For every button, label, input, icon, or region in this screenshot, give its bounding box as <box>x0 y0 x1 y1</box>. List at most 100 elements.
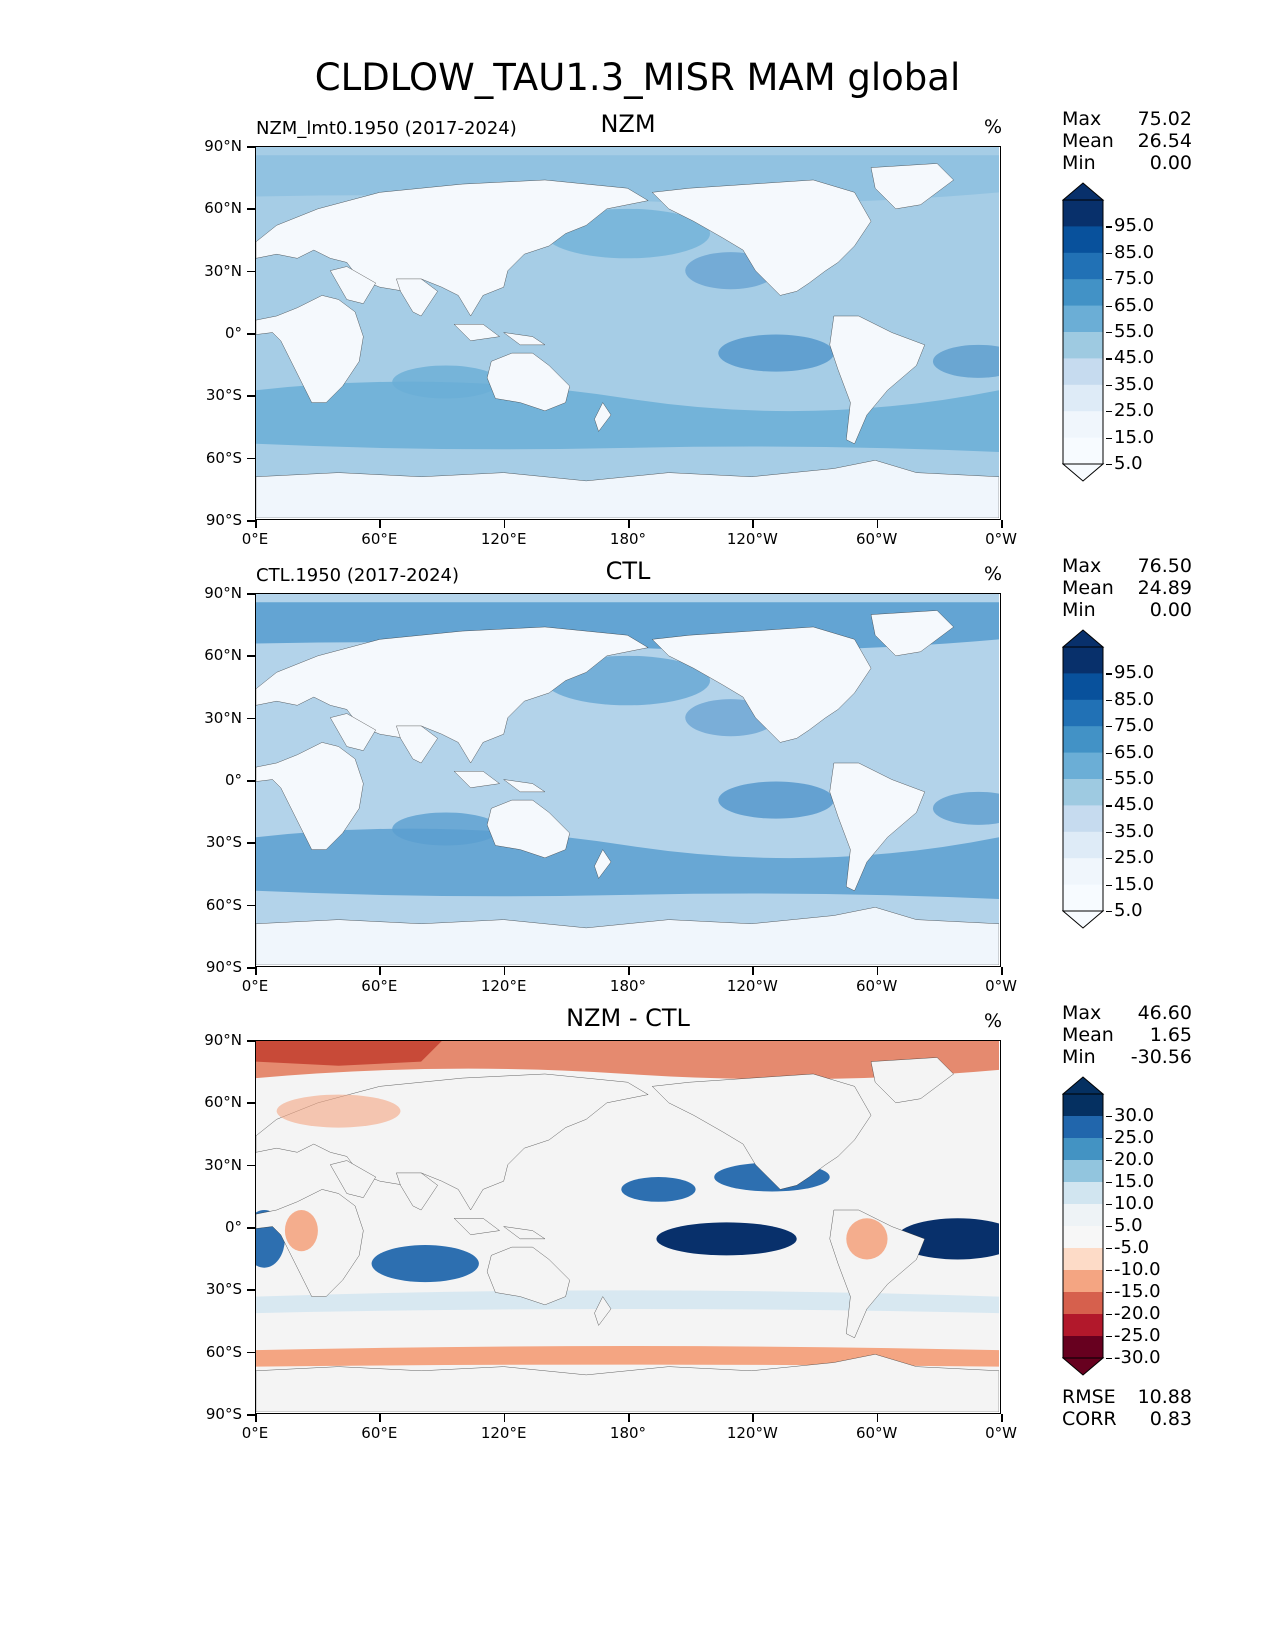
x-tick-mark <box>876 520 879 528</box>
southern-ocean-band <box>256 828 999 900</box>
panel-ctl: CTL.1950 (2017-2024) CTL% 90°N 60°N 30°N 0° 30… <box>0 555 1275 1015</box>
stat-label: Min <box>1062 599 1096 621</box>
colorbar-label: 15.0 <box>1114 873 1155 895</box>
stat-row: Min 0.00 <box>1062 152 1192 174</box>
colorbar <box>1062 1076 1106 1376</box>
x-tick-label: 0°E <box>241 1424 269 1442</box>
colorbar-segment <box>1063 279 1103 307</box>
colorbar-segment <box>1063 1248 1103 1271</box>
x-tick-label: 120°E <box>480 977 527 995</box>
colorbar-segment <box>1063 1116 1103 1139</box>
blue-anomaly-3 <box>656 1222 797 1256</box>
x-tick-mark <box>1001 520 1003 528</box>
stat-row: Min -30.56 <box>1062 1046 1192 1068</box>
metric-row: RMSE 10.88 <box>1062 1386 1192 1408</box>
stat-label: Min <box>1062 152 1096 174</box>
y-tick-mark <box>247 457 255 460</box>
panel-unit: % <box>983 1010 1002 1032</box>
stats-block: Max 46.60 Mean 1.65 Min -30.56 <box>1062 1002 1192 1068</box>
stat-label: Min <box>1062 1046 1096 1068</box>
stat-row: Max 46.60 <box>1062 1002 1192 1024</box>
metric-value: 0.83 <box>1149 1408 1192 1430</box>
x-tick-label: 60°W <box>855 1424 898 1442</box>
colorbar-extend-bottom <box>1062 1357 1105 1376</box>
continent-outline <box>504 1227 545 1239</box>
y-tick-mark <box>247 1040 255 1042</box>
figure-title: CLDLOW_TAU1.3_MISR MAM global <box>314 56 961 99</box>
continent-outline <box>487 800 570 858</box>
colorbar-outline <box>1062 199 1104 465</box>
stat-label: Mean <box>1062 577 1114 599</box>
stat-row: Mean 24.89 <box>1062 577 1192 599</box>
x-tick-label: 0°W <box>985 977 1017 995</box>
colorbar-label: 95.0 <box>1114 215 1155 237</box>
colorbar-tick <box>1106 226 1112 228</box>
panel-left-title: CTL.1950 (2017-2024) <box>256 565 460 586</box>
y-tick-label: 30°N <box>204 261 242 280</box>
colorbar-outline <box>1062 646 1104 912</box>
colorbar-label: 5.0 <box>1114 453 1143 474</box>
colorbar-tick <box>1106 305 1112 307</box>
x-tick-mark <box>752 520 754 528</box>
sc-deck-namibia <box>932 791 999 825</box>
map-frame <box>255 146 1001 520</box>
continent-outline <box>487 353 570 411</box>
colorbar-segment <box>1063 332 1103 359</box>
continent-outline <box>454 324 499 340</box>
colorbar-tick <box>1106 1248 1112 1250</box>
colorbar-label: 75.0 <box>1114 715 1155 737</box>
light-blue-band <box>256 1290 999 1314</box>
colorbar-segment <box>1063 1336 1103 1359</box>
colorbar-label: 65.0 <box>1114 741 1155 763</box>
x-tick-label: 60°W <box>855 977 898 995</box>
x-tick-label: 0°W <box>985 530 1017 548</box>
colorbar-tick <box>1106 332 1112 334</box>
y-tick-label: 90°S <box>205 511 242 529</box>
colorbar-segment <box>1063 726 1103 754</box>
metric-label: RMSE <box>1062 1386 1116 1408</box>
y-tick-mark <box>247 1414 255 1416</box>
colorbar-tick <box>1106 358 1112 360</box>
colorbar-segment <box>1063 305 1103 333</box>
x-tick-mark <box>255 520 257 528</box>
y-tick-mark <box>247 655 255 657</box>
stat-label: Max <box>1062 555 1102 577</box>
stat-value: 1.65 <box>1149 1024 1192 1046</box>
land-anomaly-africa <box>284 1210 318 1252</box>
stat-row: Max 76.50 <box>1062 555 1192 577</box>
colorbar-segment <box>1063 699 1103 727</box>
colorbar-segment <box>1063 779 1103 806</box>
colorbar-tick <box>1106 1292 1112 1294</box>
panel-center-title: NZM - CTL <box>566 1004 690 1032</box>
x-tick-label: 60°E <box>361 530 398 548</box>
sc-deck-peru <box>718 781 834 819</box>
arctic-strong-band <box>256 1041 442 1066</box>
x-tick-label: 180° <box>609 1424 647 1442</box>
arctic-positive-band <box>256 1041 999 1080</box>
panel-nzm: NZM_lmt0.1950 (2017-2024) NZM% 90°N 60°N 30°… <box>0 108 1275 568</box>
continent-outline <box>830 763 925 891</box>
southern-ocean-band <box>256 381 999 453</box>
x-tick-mark <box>876 1414 879 1422</box>
colorbar <box>1062 629 1106 929</box>
indian-ocean-deck <box>392 365 500 399</box>
x-tick-label: 60°E <box>361 977 398 995</box>
x-tick-mark <box>255 1414 257 1422</box>
y-tick-label: 90°S <box>205 1405 242 1423</box>
continent-outline <box>594 403 611 432</box>
x-tick-mark <box>379 967 381 975</box>
colorbar-label: 55.0 <box>1114 321 1155 342</box>
continent-outline <box>594 1297 611 1326</box>
x-tick-label: 60°W <box>855 530 898 548</box>
colorbar-segment <box>1063 647 1103 674</box>
colorbar-label: 75.0 <box>1114 268 1155 290</box>
colorbar-label: -25.0 <box>1114 1325 1161 1346</box>
colorbar-label: 65.0 <box>1114 294 1155 316</box>
colorbar-tick <box>1106 752 1112 754</box>
stat-label: Max <box>1062 108 1102 130</box>
x-tick-mark <box>752 967 754 975</box>
colorbar-label: 5.0 <box>1114 900 1143 921</box>
stat-row: Max 75.02 <box>1062 108 1192 130</box>
x-tick-label: 180° <box>609 530 647 548</box>
colorbar <box>1062 182 1106 482</box>
